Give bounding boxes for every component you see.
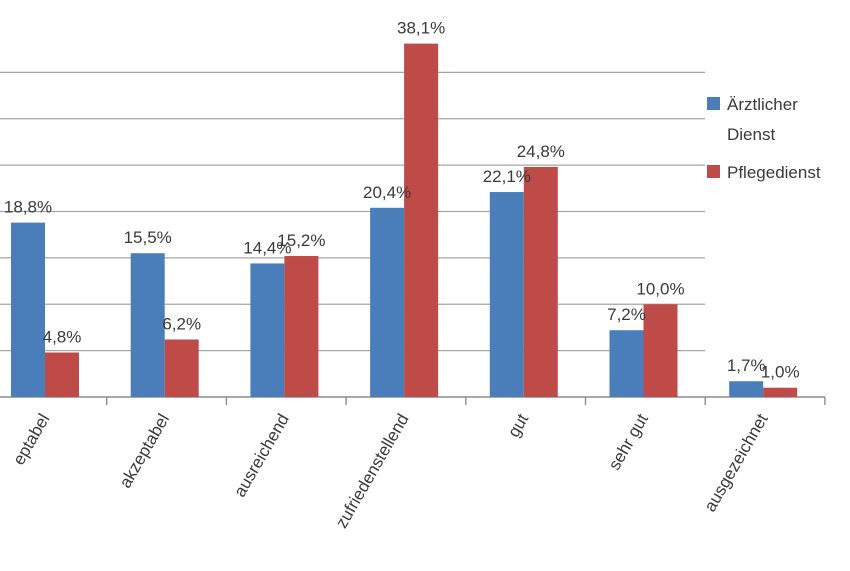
bar-pflegedienst-4: [523, 166, 558, 397]
category-label: gut: [504, 410, 532, 440]
category-label: ausgezeichnet: [700, 410, 771, 515]
legend-swatch: [707, 165, 720, 178]
data-label: 1,0%: [761, 363, 800, 382]
data-label: 20,4%: [363, 183, 411, 202]
data-label: 22,1%: [483, 167, 531, 186]
data-label: 15,5%: [124, 228, 172, 247]
data-label: 15,2%: [277, 231, 325, 250]
bar-pflegedienst-2: [284, 256, 319, 397]
bar-pflegedienst-6: [763, 387, 798, 397]
data-label: 10,0%: [636, 279, 684, 298]
bar-pflegedienst-0: [45, 352, 79, 397]
legend-label: Dienst: [727, 125, 775, 144]
category-label: akzeptabel: [116, 411, 174, 492]
category-label: zufriedenstellend: [332, 410, 413, 531]
data-label: 18,8%: [4, 198, 52, 217]
bar-pflegedienst-1: [164, 339, 199, 397]
x-axis: [0, 396, 826, 405]
bars: [11, 43, 798, 398]
data-label: 38,1%: [397, 19, 445, 38]
legend: Ärztlicher Dienst Pflegedienst: [707, 95, 821, 182]
bar-aerztlicher-dienst-0: [11, 222, 45, 397]
bar-aerztlicher-dienst-4: [489, 192, 524, 397]
bar-pflegedienst-3: [404, 43, 439, 398]
data-label: 14,4%: [243, 238, 291, 257]
legend-label: Ärztlicher: [727, 95, 798, 114]
bar-aerztlicher-dienst-5: [609, 330, 644, 397]
data-label: 24,8%: [517, 142, 565, 161]
data-label: 6,2%: [162, 314, 201, 333]
gridlines: [0, 71, 705, 352]
data-label: 7,2%: [607, 305, 646, 324]
legend-swatch: [707, 97, 720, 110]
bar-aerztlicher-dienst-2: [250, 263, 285, 397]
data-labels: 18,8% 4,8% 15,5% 6,2% 14,4%15,2% 20,4% 38,1% 22…: [4, 19, 800, 382]
data-label: 1,7%: [727, 356, 766, 375]
category-labels: eptabel akzeptabel ausreichend zufriedenste…: [9, 410, 772, 531]
legend-label: Pflegedienst: [727, 163, 821, 182]
bar-aerztlicher-dienst-3: [370, 207, 405, 397]
bar-aerztlicher-dienst-6: [729, 381, 764, 397]
category-label: eptabel: [9, 411, 53, 469]
category-label: ausreichend: [230, 411, 293, 501]
category-label: sehr gut: [605, 410, 652, 473]
bar-aerztlicher-dienst-1: [130, 253, 165, 397]
bar-pflegedienst-5: [643, 304, 678, 397]
data-label: 4,8%: [43, 327, 82, 346]
